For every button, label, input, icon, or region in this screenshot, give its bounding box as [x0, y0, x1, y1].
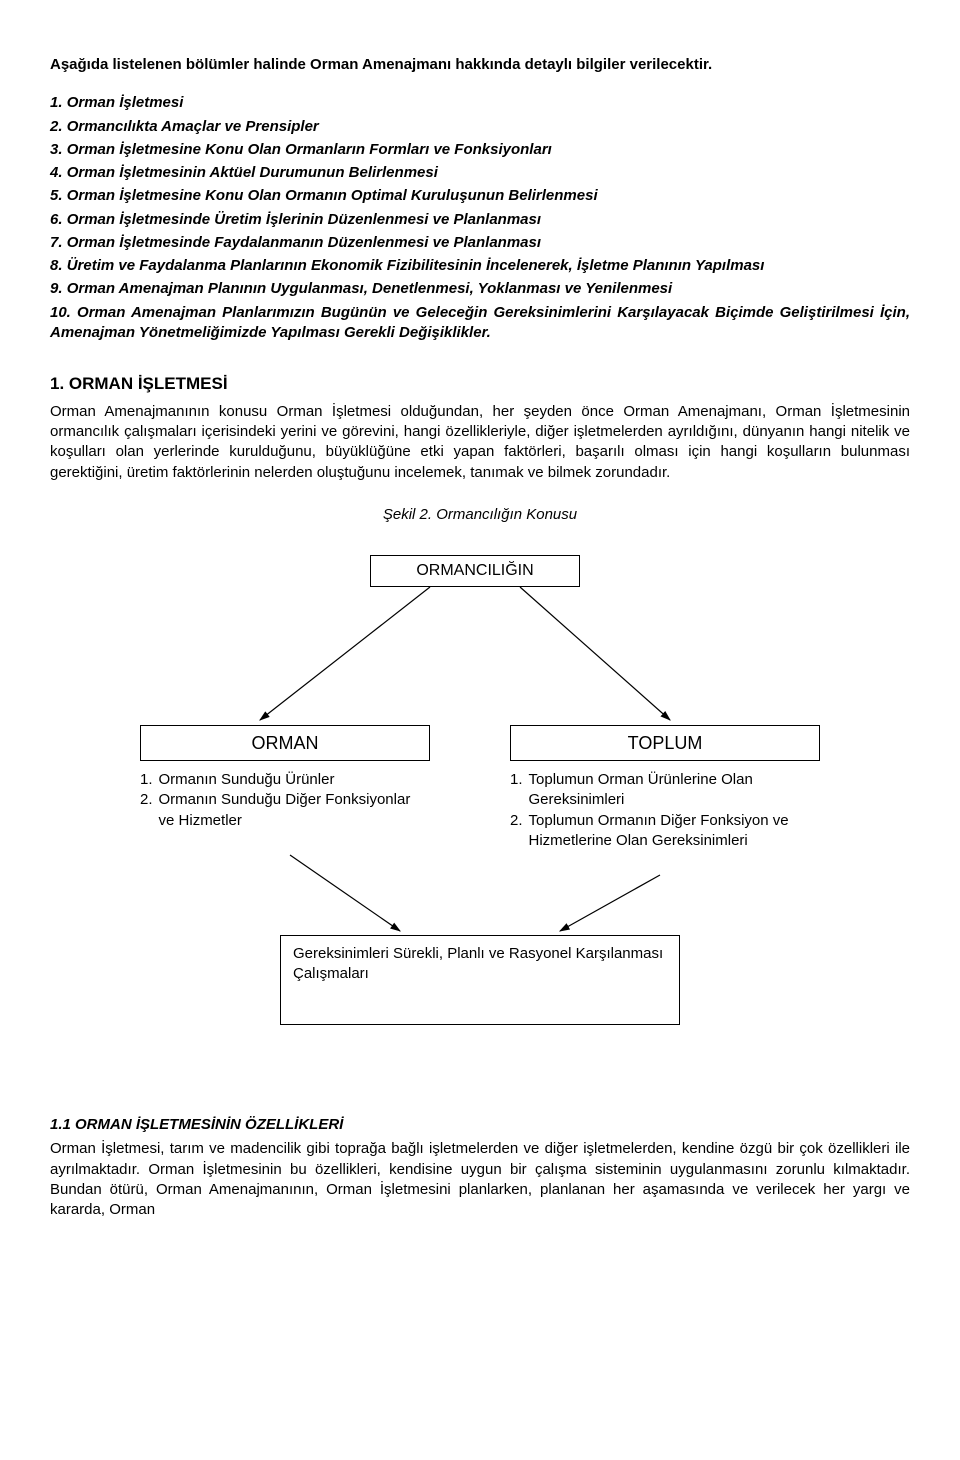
intro-text: Aşağıda listelenen bölümler halinde Orma… [50, 55, 910, 75]
section-1-body: Orman Amenajmanının konusu Orman İşletme… [50, 402, 910, 483]
toc-text: Orman Amenajman Planının Uygulanması, De… [67, 280, 673, 297]
section-1-title: 1. ORMAN İŞLETMESİ [50, 373, 910, 396]
toc-num: 8. [50, 257, 63, 274]
toc-item: 2. Ormancılıkta Amaçlar ve Prensipler [50, 117, 910, 137]
section-1-1-title: 1.1 ORMAN İŞLETMESİNİN ÖZELLİKLERİ [50, 1115, 910, 1135]
toc-item: 5. Orman İşletmesine Konu Olan Ormanın O… [50, 186, 910, 206]
toc-list: 1. Orman İşletmesi 2. Ormancılıkta Amaçl… [50, 93, 910, 343]
list-text: Toplumun Orman Ürünlerine Olan Gereksini… [529, 770, 820, 811]
list-text: Ormanın Sunduğu Ürünler [159, 770, 430, 790]
toc-item: 1. Orman İşletmesi [50, 93, 910, 113]
toc-num: 2. [50, 118, 63, 135]
toc-num: 3. [50, 141, 63, 158]
toc-num: 7. [50, 234, 63, 251]
toc-item: 4. Orman İşletmesinin Aktüel Durumunun B… [50, 163, 910, 183]
toc-text: Orman İşletmesine Konu Olan Ormanın Opti… [67, 187, 598, 204]
toc-num: 6. [50, 211, 63, 228]
diagram-left-head: ORMAN [140, 725, 430, 761]
toc-item: 9. Orman Amenajman Planının Uygulanması,… [50, 279, 910, 299]
list-text: Toplumun Ormanın Diğer Fonksiyon ve Hizm… [529, 811, 820, 852]
list-text: Ormanın Sunduğu Diğer Fonksiyonlar ve Hi… [159, 790, 430, 831]
toc-text: Orman İşletmesinin Aktüel Durumunun Beli… [67, 164, 438, 181]
diagram-top-box: ORMANCILIĞIN [370, 555, 580, 587]
list-num: 2. [140, 790, 159, 831]
toc-text: Üretim ve Faydalanma Planlarının Ekonomi… [67, 257, 765, 274]
toc-text: Orman İşletmesi [67, 94, 184, 111]
figure-caption: Şekil 2. Ormancılığın Konusu [50, 505, 910, 525]
toc-num: 9. [50, 280, 63, 297]
section-1-1-body: Orman İşletmesi, tarım ve madencilik gib… [50, 1139, 910, 1220]
toc-text: Orman Amenajman Planlarımızın Bugünün ve… [50, 304, 910, 341]
toc-text: Ormancılıkta Amaçlar ve Prensipler [67, 118, 319, 135]
toc-text: Orman İşletmesine Konu Olan Ormanların F… [67, 141, 552, 158]
toc-text: Orman İşletmesinde Üretim İşlerinin Düze… [67, 211, 541, 228]
toc-item: 6. Orman İşletmesinde Üretim İşlerinin D… [50, 210, 910, 230]
toc-item: 3. Orman İşletmesine Konu Olan Ormanları… [50, 140, 910, 160]
diagram-right-head: TOPLUM [510, 725, 820, 761]
toc-num: 4. [50, 164, 63, 181]
toc-text: Orman İşletmesinde Faydalanmanın Düzenle… [67, 234, 541, 251]
toc-item: 8. Üretim ve Faydalanma Planlarının Ekon… [50, 256, 910, 276]
diagram-bottom-box: Gereksinimleri Sürekli, Planlı ve Rasyon… [280, 935, 680, 1025]
toc-item: 10. Orman Amenajman Planlarımızın Bugünü… [50, 303, 910, 344]
toc-num: 10. [50, 304, 71, 321]
diagram-left-list: 1.Ormanın Sunduğu Ürünler 2.Ormanın Sund… [140, 770, 430, 831]
list-num: 1. [510, 770, 529, 811]
toc-item: 7. Orman İşletmesinde Faydalanmanın Düze… [50, 233, 910, 253]
toc-num: 1. [50, 94, 63, 111]
diagram-right-list: 1.Toplumun Orman Ürünlerine Olan Gereksi… [510, 770, 820, 851]
toc-num: 5. [50, 187, 63, 204]
figure-diagram: ORMANCILIĞIN ORMAN TOPLUM 1.Ormanın Sund… [100, 555, 860, 1075]
list-num: 1. [140, 770, 159, 790]
list-num: 2. [510, 811, 529, 852]
